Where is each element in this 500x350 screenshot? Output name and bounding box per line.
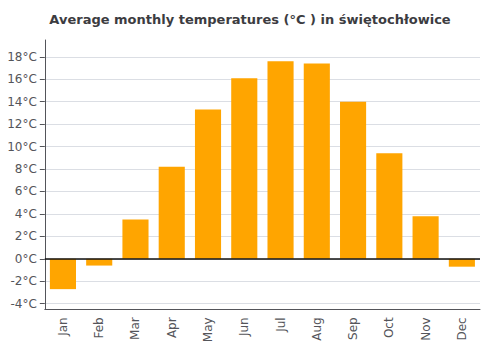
svg-text:Jul: Jul	[274, 317, 288, 332]
svg-text:-4°C: -4°C	[10, 297, 36, 311]
svg-text:-2°C: -2°C	[10, 274, 36, 288]
svg-text:16°C: 16°C	[7, 72, 37, 86]
svg-text:4°C: 4°C	[15, 207, 37, 221]
svg-text:Oct: Oct	[382, 317, 396, 338]
svg-text:Average monthly temperatures (: Average monthly temperatures (°C ) in św…	[49, 12, 450, 27]
svg-text:Nov: Nov	[419, 317, 433, 340]
svg-text:10°C: 10°C	[7, 140, 37, 154]
svg-text:Jun: Jun	[237, 317, 251, 337]
svg-text:2°C: 2°C	[15, 229, 37, 243]
svg-text:6°C: 6°C	[15, 184, 37, 198]
svg-text:Sep: Sep	[346, 317, 360, 340]
svg-text:Jan: Jan	[56, 317, 70, 337]
svg-text:18°C: 18°C	[7, 50, 37, 64]
svg-text:Feb: Feb	[92, 317, 106, 338]
svg-text:May: May	[201, 317, 215, 342]
svg-text:Aug: Aug	[310, 317, 324, 340]
svg-text:Dec: Dec	[455, 317, 469, 340]
svg-text:0°C: 0°C	[15, 252, 37, 266]
svg-text:8°C: 8°C	[15, 162, 37, 176]
svg-text:Apr: Apr	[165, 317, 179, 338]
svg-text:Mar: Mar	[128, 317, 142, 340]
svg-text:12°C: 12°C	[7, 117, 37, 131]
svg-text:14°C: 14°C	[7, 95, 37, 109]
